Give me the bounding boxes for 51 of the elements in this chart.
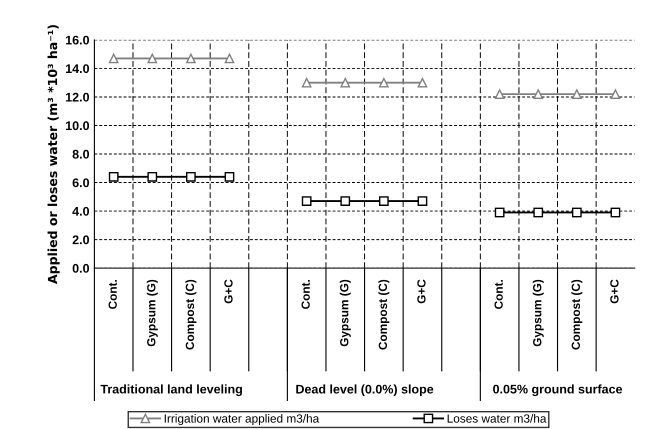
y-tick-label: 8.0	[72, 150, 90, 159]
point	[533, 208, 544, 218]
x-tick-label: Cont.	[494, 280, 503, 309]
x-tick-label: Gypsum (G)	[340, 280, 351, 346]
x-tick-label: Cont.	[301, 280, 310, 309]
y-tick-label: 10.0	[66, 121, 90, 130]
point	[494, 208, 505, 218]
text: Dead level (0.0%) slope	[296, 384, 434, 396]
y-tick-label: 2.0	[72, 235, 90, 244]
point	[224, 172, 234, 182]
point	[418, 78, 428, 88]
point	[224, 54, 234, 64]
point	[340, 78, 350, 88]
x-tick-label: Cont.	[108, 280, 117, 309]
point	[147, 54, 158, 64]
legend-label: Irrigation water applied m3/ha	[164, 414, 320, 426]
x-tick-label: G+C	[610, 280, 619, 304]
x-tick-label: Compost (C)	[378, 280, 390, 350]
point	[186, 172, 196, 182]
legend-label: Loses water m3/ha	[448, 414, 546, 423]
point	[378, 78, 389, 88]
point	[302, 196, 312, 206]
point	[610, 89, 620, 99]
y-tick-label: 16.0	[66, 36, 90, 45]
point	[108, 54, 119, 64]
point	[378, 196, 389, 206]
x-tick-label: Compost (C)	[571, 280, 582, 350]
text: Traditional land leveling	[100, 384, 242, 396]
x-tick-label: G+C	[417, 280, 426, 304]
x-tick-label: G+C	[224, 280, 233, 304]
point	[572, 89, 582, 99]
point	[108, 172, 119, 182]
point	[302, 78, 312, 88]
point	[572, 208, 582, 218]
x-tick-label: Compost (C)	[185, 280, 196, 350]
y-tick-label: 0.0	[72, 264, 90, 273]
y-tick-label: 14.0	[66, 64, 90, 74]
point	[418, 196, 428, 206]
y-tick-label: 12.0	[66, 92, 90, 102]
y-axis-title: Applied or loses water (m³ *10³ ha⁻¹)	[48, 25, 60, 284]
y-tick-label: 6.0	[72, 178, 90, 188]
point	[340, 196, 350, 206]
point	[186, 54, 196, 64]
point	[147, 172, 158, 182]
point	[610, 208, 620, 218]
point	[533, 89, 544, 99]
point	[494, 89, 505, 99]
y-tick-label: 4.0	[72, 206, 90, 216]
text: 0.05% ground surface	[493, 384, 622, 396]
x-tick-label: Gypsum (G)	[146, 280, 158, 346]
x-tick-label: Gypsum (G)	[532, 280, 544, 346]
